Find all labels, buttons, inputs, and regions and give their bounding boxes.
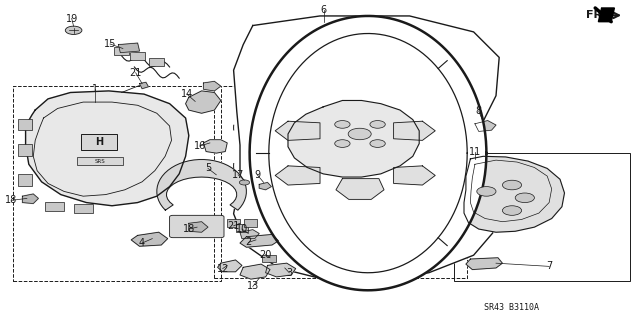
Bar: [227, 219, 240, 227]
Text: 5: 5: [205, 163, 211, 174]
Bar: [236, 224, 248, 232]
Circle shape: [502, 206, 522, 215]
Bar: [18, 174, 32, 186]
Text: 16: 16: [193, 141, 206, 151]
Bar: [262, 255, 276, 262]
Text: 18: 18: [182, 224, 195, 234]
Text: 1: 1: [92, 84, 98, 94]
Polygon shape: [394, 166, 435, 185]
Polygon shape: [266, 263, 296, 277]
Polygon shape: [26, 91, 189, 206]
FancyBboxPatch shape: [149, 58, 164, 66]
Bar: [18, 144, 32, 156]
Bar: [18, 119, 32, 130]
Polygon shape: [204, 81, 221, 91]
Text: SRS: SRS: [95, 159, 105, 164]
Polygon shape: [240, 234, 278, 247]
Polygon shape: [275, 121, 320, 140]
Polygon shape: [275, 166, 320, 185]
Bar: [454, 153, 630, 281]
Bar: [13, 86, 221, 281]
Circle shape: [239, 180, 250, 185]
Text: 13: 13: [246, 281, 259, 292]
Text: 3: 3: [286, 268, 292, 278]
Polygon shape: [288, 100, 419, 177]
FancyBboxPatch shape: [81, 134, 117, 150]
Circle shape: [335, 121, 350, 128]
Text: 4: 4: [139, 238, 145, 248]
Text: 8: 8: [476, 106, 482, 116]
Text: H: H: [95, 137, 103, 147]
Polygon shape: [464, 156, 564, 232]
Polygon shape: [131, 232, 168, 246]
Polygon shape: [598, 8, 614, 22]
Bar: [214, 86, 467, 278]
FancyBboxPatch shape: [170, 215, 224, 238]
Text: 20: 20: [259, 249, 272, 260]
Circle shape: [370, 140, 385, 147]
FancyBboxPatch shape: [114, 47, 129, 55]
Bar: [244, 219, 257, 227]
Polygon shape: [186, 91, 221, 113]
Circle shape: [335, 140, 350, 147]
Text: 19: 19: [65, 13, 78, 24]
Polygon shape: [466, 258, 502, 270]
Circle shape: [370, 121, 385, 128]
Circle shape: [348, 128, 371, 140]
Text: FR.: FR.: [586, 10, 607, 20]
Text: 6: 6: [321, 5, 327, 15]
Polygon shape: [157, 160, 246, 210]
Polygon shape: [336, 179, 384, 199]
Text: 21: 21: [129, 68, 142, 78]
Polygon shape: [240, 230, 259, 239]
Polygon shape: [22, 194, 38, 204]
Polygon shape: [118, 43, 140, 53]
Text: 12: 12: [216, 263, 229, 274]
Bar: [74, 204, 93, 213]
Text: 17: 17: [232, 170, 244, 180]
Circle shape: [502, 180, 522, 190]
Polygon shape: [140, 82, 148, 89]
Circle shape: [515, 193, 534, 203]
Text: SR43 B3110A: SR43 B3110A: [484, 303, 540, 312]
Polygon shape: [250, 16, 486, 290]
Polygon shape: [259, 182, 271, 190]
Polygon shape: [218, 260, 242, 272]
Bar: [45, 202, 64, 211]
Polygon shape: [189, 222, 208, 232]
Text: 15: 15: [104, 39, 116, 49]
Polygon shape: [234, 16, 499, 279]
Polygon shape: [394, 121, 435, 140]
FancyBboxPatch shape: [77, 157, 123, 165]
Text: 10: 10: [236, 224, 248, 234]
Text: 18: 18: [5, 195, 18, 205]
Polygon shape: [475, 121, 496, 131]
Text: 7: 7: [546, 261, 552, 271]
Text: 21: 21: [227, 221, 240, 231]
Polygon shape: [240, 264, 270, 279]
FancyBboxPatch shape: [130, 52, 145, 60]
Text: 14: 14: [180, 89, 193, 99]
Text: 9: 9: [254, 170, 260, 180]
Polygon shape: [204, 140, 227, 153]
Circle shape: [65, 26, 82, 34]
Text: 2: 2: [245, 237, 252, 248]
Text: 11: 11: [468, 147, 481, 158]
Circle shape: [477, 187, 496, 196]
